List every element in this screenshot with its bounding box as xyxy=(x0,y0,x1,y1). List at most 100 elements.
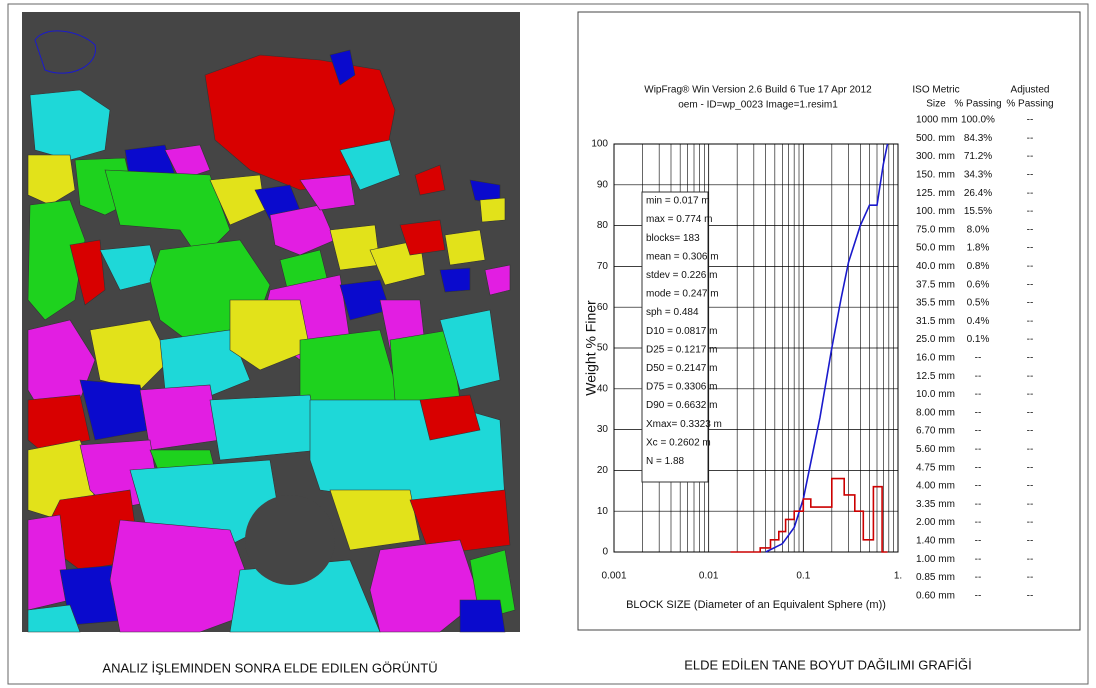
table-cell: -- xyxy=(1027,407,1034,418)
table-cell: -- xyxy=(975,444,982,455)
table-header: % Passing xyxy=(954,99,1001,110)
table-cell: -- xyxy=(975,499,982,510)
table-cell: -- xyxy=(975,554,982,565)
table-cell: -- xyxy=(1027,334,1034,345)
table-cell: -- xyxy=(975,517,982,528)
table-cell: -- xyxy=(1027,261,1034,272)
stats-line: stdev = 0.226 m xyxy=(646,270,717,281)
y-tick-label: 50 xyxy=(597,343,609,354)
table-cell: 50.0 mm xyxy=(916,243,955,254)
table-cell: -- xyxy=(1027,590,1034,601)
stats-line: D50 = 0.2147 m xyxy=(646,363,717,374)
x-tick-label: 0.01 xyxy=(699,571,719,582)
y-tick-label: 10 xyxy=(597,506,609,517)
table-cell: 31.5 mm xyxy=(916,316,955,327)
stats-line: Xc = 0.2602 m xyxy=(646,437,711,448)
table-header: Adjusted xyxy=(1011,85,1050,96)
table-cell: -- xyxy=(975,407,982,418)
y-tick-label: 60 xyxy=(597,302,609,313)
segment xyxy=(440,268,470,292)
table-cell: 8.0% xyxy=(967,224,990,235)
table-header: Size xyxy=(926,99,946,110)
table-cell: -- xyxy=(975,353,982,364)
y-tick-label: 80 xyxy=(597,220,609,231)
table-cell: 300. mm xyxy=(916,151,955,162)
stats-line: sph = 0.484 xyxy=(646,307,699,318)
stats-line: D25 = 0.1217 m xyxy=(646,344,717,355)
table-header: % Passing xyxy=(1006,99,1053,110)
x-axis-label: BLOCK SIZE (Diameter of an Equivalent Sp… xyxy=(626,599,886,611)
table-cell: 10.0 mm xyxy=(916,389,955,400)
figure: WipFrag® Win Version 2.6 Build 6 Tue 17 … xyxy=(0,0,1096,688)
y-tick-label: 20 xyxy=(597,465,609,476)
table-cell: 75.0 mm xyxy=(916,224,955,235)
y-tick-label: 90 xyxy=(597,179,609,190)
page: {"captions": {"left": "ANALIZ İŞLEMINDEN… xyxy=(0,0,1096,688)
table-cell: -- xyxy=(1027,115,1034,126)
table-cell: -- xyxy=(1027,316,1034,327)
table-cell: -- xyxy=(975,371,982,382)
table-cell: -- xyxy=(1027,371,1034,382)
table-cell: -- xyxy=(1027,353,1034,364)
table-cell: 3.35 mm xyxy=(916,499,955,510)
table-cell: -- xyxy=(1027,151,1034,162)
table-cell: 12.5 mm xyxy=(916,371,955,382)
table-cell: -- xyxy=(1027,188,1034,199)
table-cell: -- xyxy=(1027,462,1034,473)
table-cell: -- xyxy=(1027,170,1034,181)
table-cell: -- xyxy=(975,389,982,400)
table-cell: -- xyxy=(1027,426,1034,437)
right-caption: ELDE EDİLEN TANE BOYUT DAĞILIMI GRAFİĞİ xyxy=(684,657,972,672)
table-cell: 0.60 mm xyxy=(916,590,955,601)
table-cell: 4.75 mm xyxy=(916,462,955,473)
table-cell: 1.8% xyxy=(967,243,990,254)
left-caption: ANALIZ İŞLEMINDEN SONRA ELDE EDILEN GÖRÜ… xyxy=(102,660,437,675)
table-cell: 37.5 mm xyxy=(916,279,955,290)
table-cell: -- xyxy=(975,481,982,492)
table-cell: 100. mm xyxy=(916,206,955,217)
y-tick-label: 0 xyxy=(602,547,608,558)
stats-line: max = 0.774 m xyxy=(646,214,712,225)
table-cell: 5.60 mm xyxy=(916,444,955,455)
table-cell: 34.3% xyxy=(964,170,992,181)
stats-line: N = 1.88 xyxy=(646,456,685,467)
table-cell: 35.5 mm xyxy=(916,298,955,309)
x-tick-label: 1. xyxy=(894,571,902,582)
table-cell: 26.4% xyxy=(964,188,992,199)
table-cell: -- xyxy=(1027,206,1034,217)
table-cell: -- xyxy=(1027,481,1034,492)
table-cell: -- xyxy=(975,590,982,601)
table-cell: 4.00 mm xyxy=(916,481,955,492)
table-cell: -- xyxy=(1027,517,1034,528)
table-cell: -- xyxy=(1027,499,1034,510)
table-cell: 0.5% xyxy=(967,298,990,309)
table-cell: 2.00 mm xyxy=(916,517,955,528)
table-cell: -- xyxy=(975,536,982,547)
chart-subtitle: oem - ID=wp_0023 Image=1.resim1 xyxy=(678,100,838,111)
segment-hole xyxy=(245,495,335,585)
table-cell: -- xyxy=(1027,572,1034,583)
table-cell: 71.2% xyxy=(964,151,992,162)
stats-line: blocks= 183 xyxy=(646,233,700,244)
segment xyxy=(140,385,220,450)
table-cell: 125. mm xyxy=(916,188,955,199)
table-cell: -- xyxy=(1027,243,1034,254)
table-cell: -- xyxy=(1027,554,1034,565)
table-cell: 0.85 mm xyxy=(916,572,955,583)
stats-line: Xmax= 0.3323 m xyxy=(646,419,722,430)
table-header: ISO Metric xyxy=(912,85,959,96)
table-cell: 0.1% xyxy=(967,334,990,345)
table-cell: 16.0 mm xyxy=(916,353,955,364)
segment xyxy=(460,600,505,632)
table-cell: -- xyxy=(1027,224,1034,235)
table-cell: -- xyxy=(975,426,982,437)
stats-line: D10 = 0.0817 m xyxy=(646,326,717,337)
table-cell: 150. mm xyxy=(916,170,955,181)
chart-title: WipFrag® Win Version 2.6 Build 6 Tue 17 … xyxy=(644,85,872,96)
y-tick-label: 40 xyxy=(597,383,609,394)
segment xyxy=(480,198,505,222)
stats-line: min = 0.017 m xyxy=(646,196,710,207)
table-cell: 1000 mm xyxy=(916,115,958,126)
table-cell: 0.4% xyxy=(967,316,990,327)
table-cell: -- xyxy=(1027,133,1034,144)
